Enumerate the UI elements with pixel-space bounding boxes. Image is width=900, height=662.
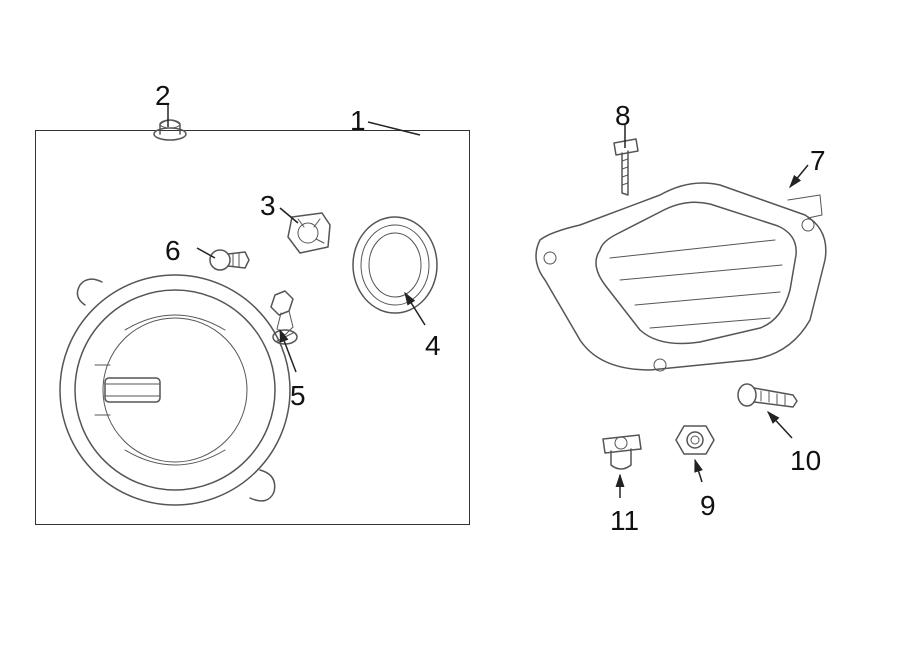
callout-label-5: 5 bbox=[290, 380, 306, 412]
callout-label-3: 3 bbox=[260, 190, 276, 222]
callout-label-1: 1 bbox=[350, 105, 366, 137]
callout-label-8: 8 bbox=[615, 100, 631, 132]
leaders bbox=[0, 0, 900, 662]
callout-label-4: 4 bbox=[425, 330, 441, 362]
diagram-canvas: 1 2 3 4 5 6 7 8 9 10 11 bbox=[0, 0, 900, 662]
callout-label-9: 9 bbox=[700, 490, 716, 522]
callout-label-7: 7 bbox=[810, 145, 826, 177]
callout-label-6: 6 bbox=[165, 235, 181, 267]
callout-label-10: 10 bbox=[790, 445, 821, 477]
callout-label-11: 11 bbox=[610, 505, 639, 537]
callout-label-2: 2 bbox=[155, 80, 171, 112]
